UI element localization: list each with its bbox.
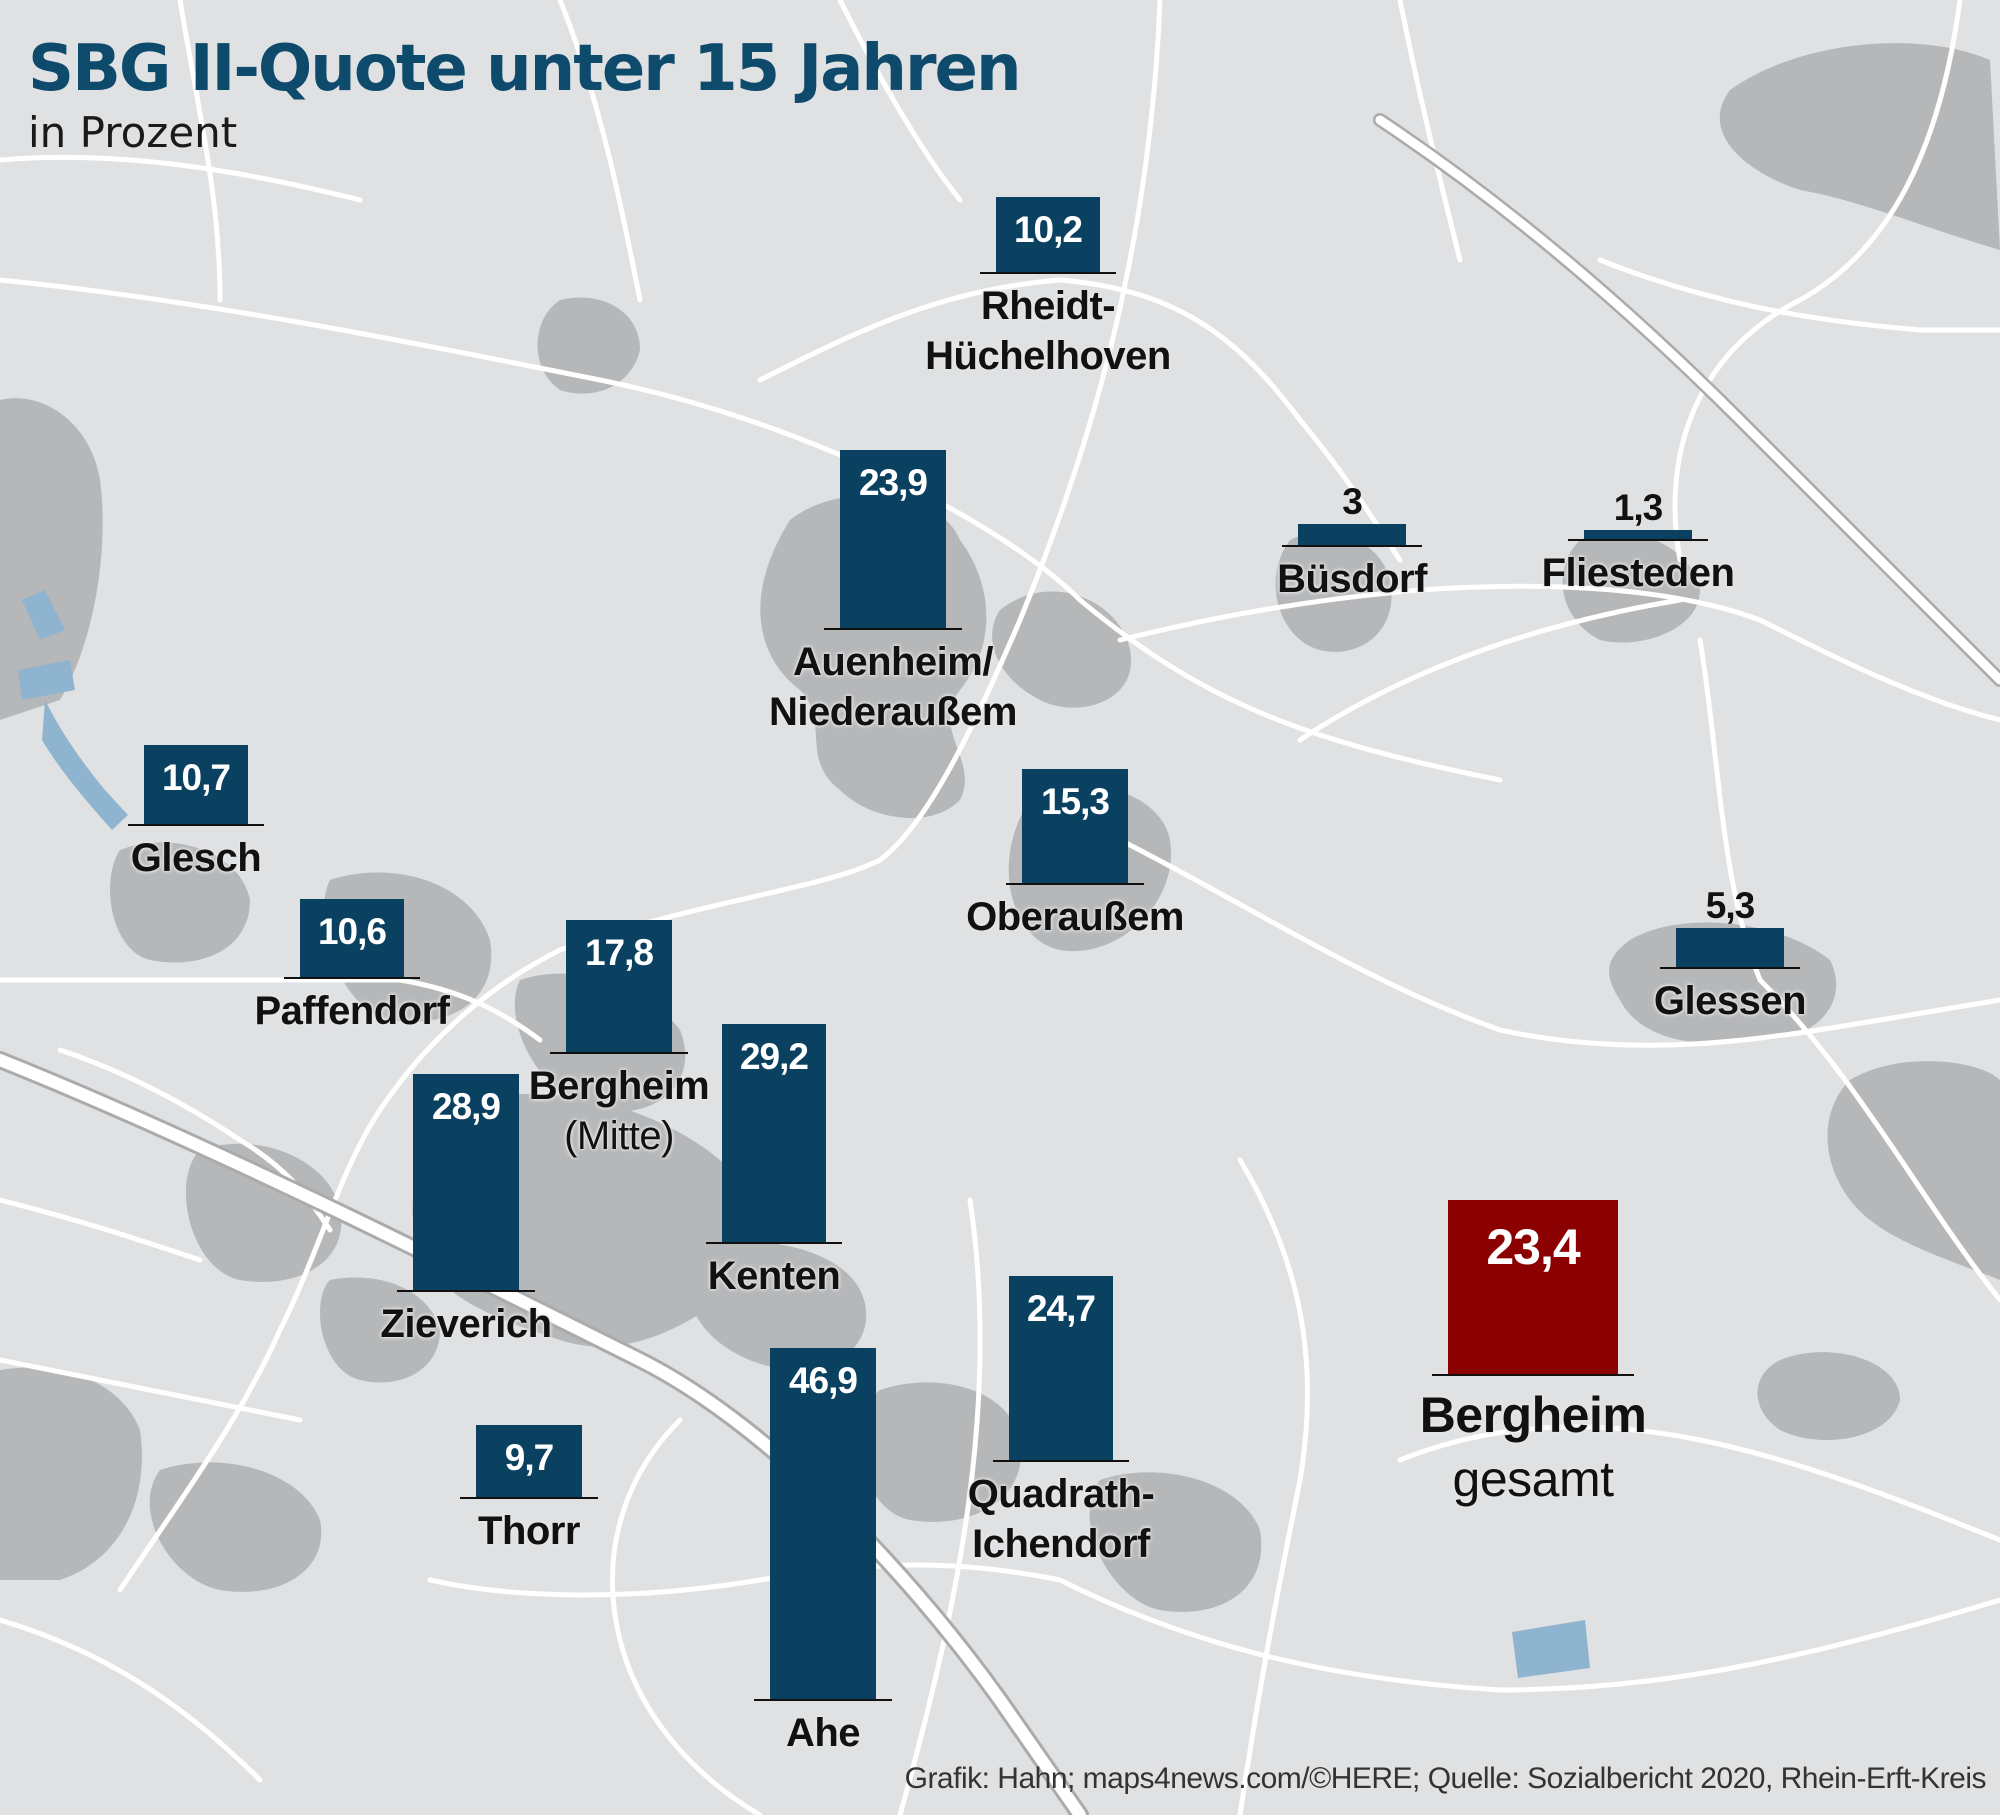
value-label-kenten: 29,2	[739, 1036, 809, 1077]
district-label-bergheim-total: Bergheim gesamt	[1353, 1383, 1713, 1511]
bar-rheidt-hüchelhoven	[996, 196, 1100, 273]
bar-kenten	[722, 1024, 826, 1243]
baseline-oberaußem	[1006, 883, 1144, 885]
bar-glesch	[144, 744, 248, 825]
bar-oberaußem	[1022, 769, 1128, 884]
district-label-glesch: Glesch	[130, 836, 262, 880]
bar-quadrath-ichendorf	[1009, 1275, 1113, 1461]
value-label-fliesteden: 1,3	[1613, 487, 1663, 529]
baseline-ahe	[754, 1699, 892, 1701]
baseline-quadrath-ichendorf	[993, 1460, 1129, 1462]
bar-bergheim-mitte	[566, 919, 672, 1053]
bar-auenheim-niederaußem	[840, 449, 946, 629]
bar-bergheim-total	[1448, 1199, 1618, 1375]
district-label-glessen: Glessen	[1653, 979, 1807, 1023]
district-label-rheidt-hüchelhoven: Rheidt- Hüchelhoven	[868, 281, 1228, 381]
baseline-paffendorf	[284, 977, 420, 979]
baseline-glesch	[128, 824, 264, 826]
value-label-rheidt-hüchelhoven: 10,2	[1013, 208, 1083, 250]
baseline-thorr	[460, 1497, 598, 1499]
district-label-line2: Niederaußem	[769, 690, 1017, 734]
value-label-thorr: 9,7	[504, 1437, 554, 1479]
value-label-glessen: 5,3	[1705, 885, 1755, 927]
bar-ahe	[770, 1348, 876, 1700]
bar-thorr	[476, 1425, 582, 1498]
bar-zieverich	[413, 1074, 519, 1291]
value-label-büsdorf: 3	[1342, 480, 1363, 522]
district-label-line2: Ichendorf	[972, 1522, 1150, 1566]
district-label-line2: (Mitte)	[564, 1114, 674, 1158]
source-credit: Grafik: Hahn; maps4news.com/©HERE; Quell…	[904, 1762, 1987, 1795]
district-label-ahe: Ahe	[785, 1711, 861, 1755]
water-bodies	[18, 590, 1590, 1678]
district-label-fliesteden: Fliesteden	[1541, 551, 1735, 595]
baseline-kenten	[706, 1242, 842, 1244]
district-label-line2: Hüchelhoven	[925, 334, 1171, 378]
baseline-bergheim-total	[1432, 1374, 1634, 1376]
baseline-auenheim-niederaußem	[824, 628, 962, 630]
chart-subtitle: in Prozent	[28, 108, 238, 157]
value-label-bergheim-mitte: 17,8	[584, 931, 654, 973]
baseline-fliesteden	[1568, 539, 1708, 541]
value-label-bergheim-total: 23,4	[1486, 1218, 1580, 1275]
bar-paffendorf	[300, 898, 404, 978]
value-label-ahe: 46,9	[788, 1360, 858, 1402]
value-label-quadrath-ichendorf: 24,7	[1026, 1287, 1096, 1329]
value-label-zieverich: 28,9	[431, 1086, 501, 1128]
value-label-auenheim-niederaußem: 23,9	[858, 461, 928, 503]
value-label-paffendorf: 10,6	[317, 910, 387, 952]
district-label-büsdorf: Büsdorf	[1277, 557, 1427, 601]
chart-title: SBG II-Quote unter 15 Jahren	[28, 32, 1021, 106]
baseline-büsdorf	[1282, 545, 1422, 547]
baseline-bergheim-mitte	[550, 1052, 688, 1054]
district-label-oberaußem: Oberaußem	[966, 895, 1184, 939]
district-label-auenheim-niederaußem: Auenheim/Niederaußem	[713, 637, 1073, 737]
bar-fliesteden	[1584, 530, 1692, 540]
district-label-paffendorf: Paffendorf	[254, 989, 451, 1033]
bar-glessen	[1676, 928, 1784, 968]
baseline-zieverich	[397, 1290, 535, 1292]
district-label-line2: gesamt	[1452, 1451, 1614, 1507]
district-label-quadrath-ichendorf: Quadrath- Ichendorf	[881, 1469, 1241, 1569]
baseline-rheidt-hüchelhoven	[980, 272, 1116, 274]
bar-büsdorf	[1298, 523, 1406, 546]
district-label-zieverich: Zieverich	[380, 1302, 552, 1346]
district-label-bergheim-mitte: Bergheim (Mitte)	[439, 1061, 799, 1161]
value-label-glesch: 10,7	[161, 756, 231, 798]
motorways	[0, 113, 2000, 1815]
baseline-glessen	[1660, 967, 1800, 969]
value-label-oberaußem: 15,3	[1040, 781, 1110, 823]
district-label-thorr: Thorr	[478, 1509, 580, 1553]
district-label-kenten: Kenten	[707, 1254, 841, 1298]
